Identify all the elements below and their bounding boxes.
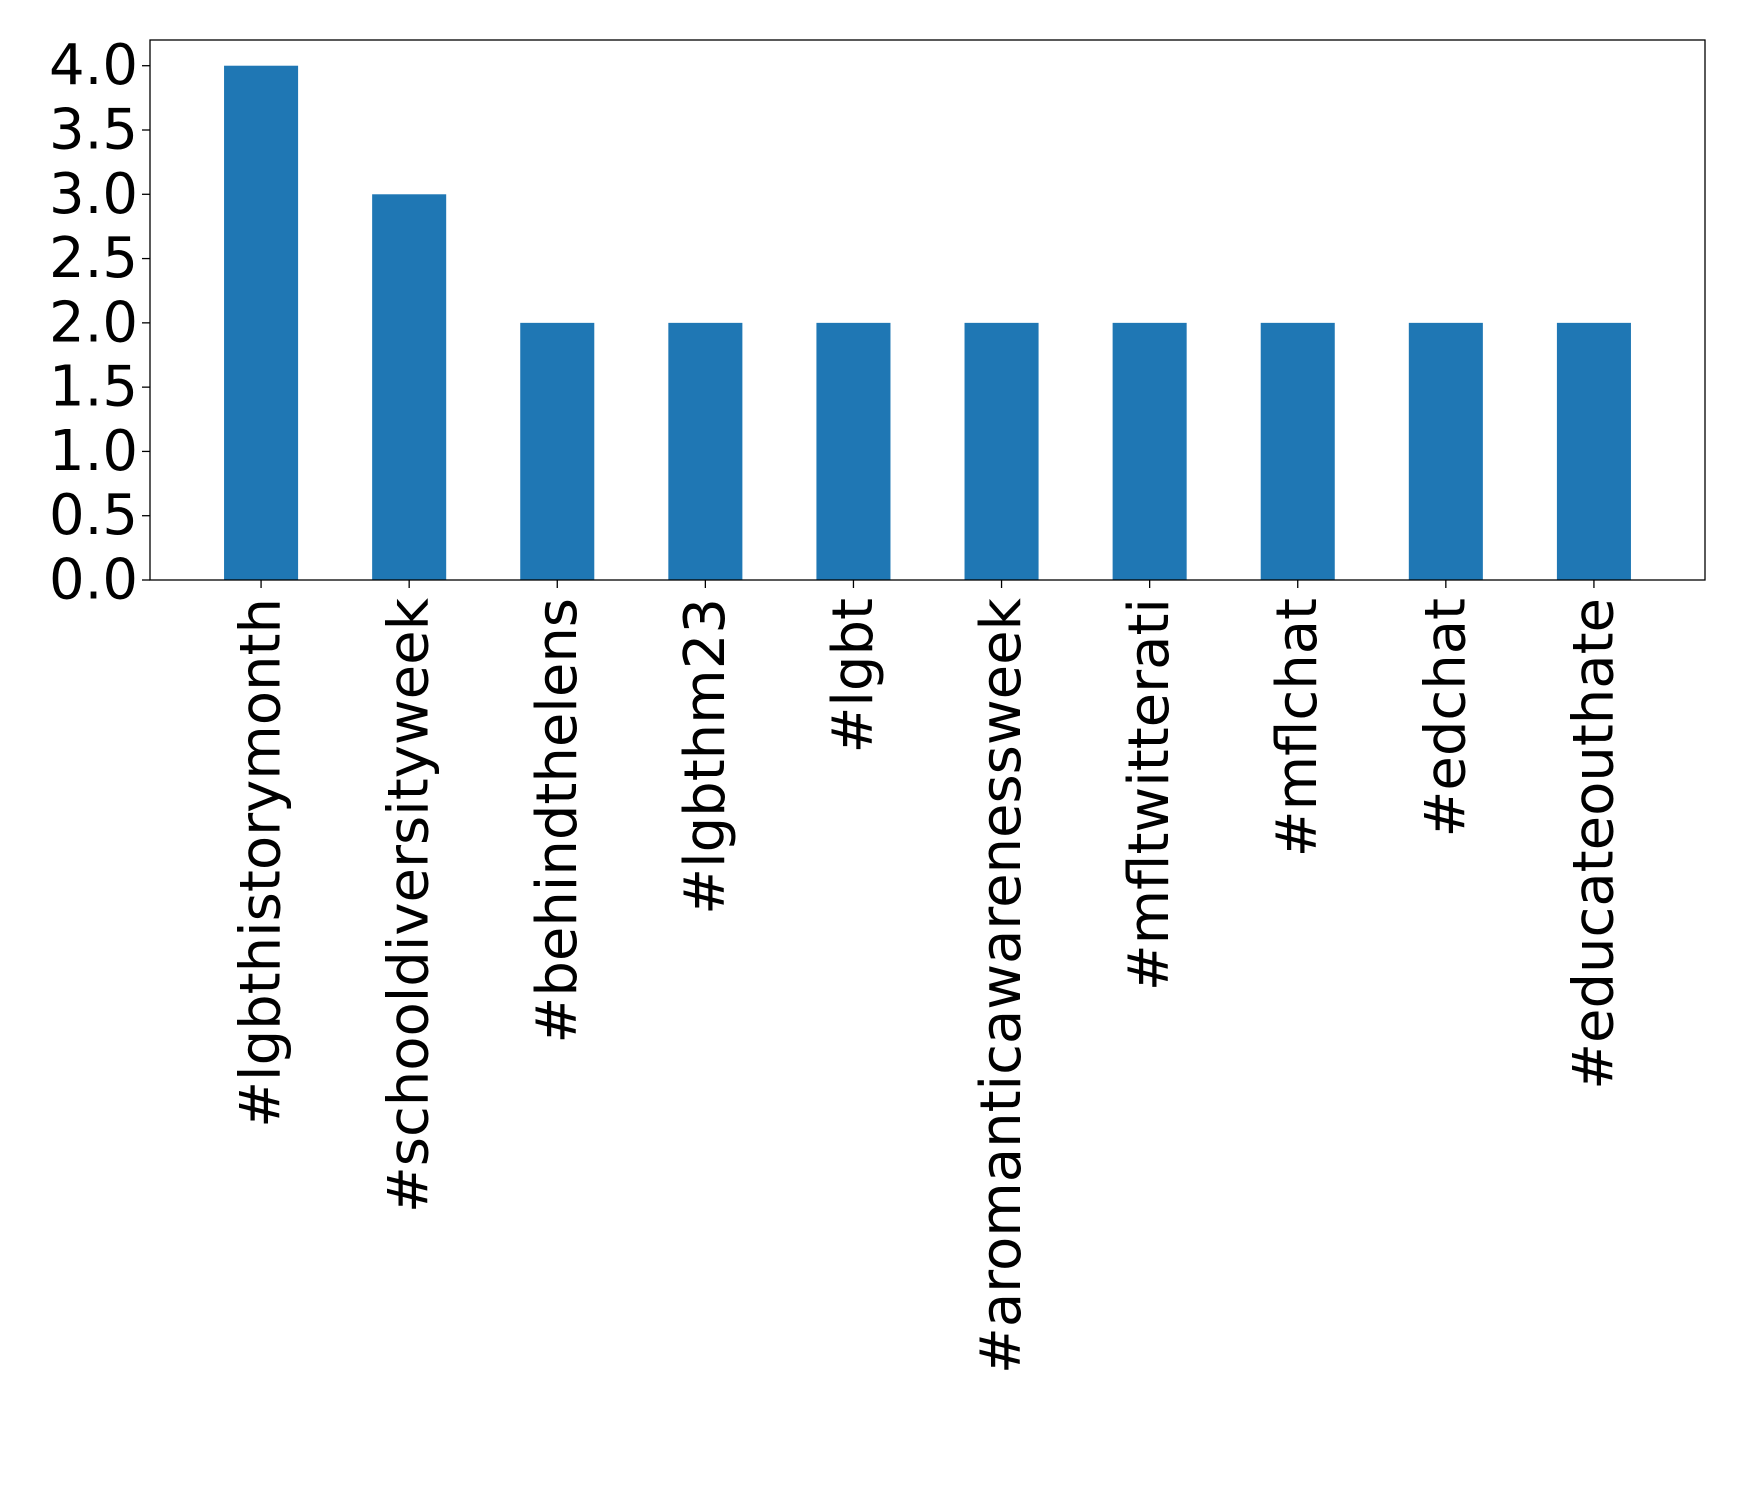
x-tick-label-2: #behindthelens [525, 598, 590, 1044]
bar-0 [224, 65, 299, 580]
x-axis: #lgbthistorymonth #schooldiversityweek #be… [229, 580, 1626, 1374]
plot-frame [149, 39, 1706, 581]
y-tick-label-8: 4.0 [49, 33, 138, 98]
y-tick-label-7: 3.5 [49, 98, 138, 163]
x-tick-label-0: #lgbthistorymonth [229, 598, 294, 1128]
x-tick-label-3: #lgbthm23 [673, 598, 738, 915]
y-tick-label-0: 0.0 [49, 548, 138, 613]
bar-8 [1408, 322, 1483, 580]
y-tick-label-3: 1.5 [49, 355, 138, 420]
bar-3 [668, 322, 743, 580]
bar-9 [1556, 322, 1631, 580]
bar-5 [964, 322, 1039, 580]
x-tick-label-8: #edchat [1413, 598, 1478, 837]
bar-1 [372, 194, 447, 581]
bar-4 [816, 322, 891, 580]
x-tick-label-4: #lgbt [821, 598, 886, 754]
x-tick-label-1: #schooldiversityweek [377, 597, 442, 1213]
x-tick-label-9: #educateouthate [1561, 598, 1626, 1090]
x-tick-label-5: #aromanticawarenessweek [969, 597, 1034, 1374]
y-tick-label-6: 3.0 [49, 162, 138, 227]
y-tick-label-4: 2.0 [49, 290, 138, 355]
bar-2 [520, 322, 595, 580]
y-tick-label-2: 1.0 [49, 419, 138, 484]
y-tick-label-1: 0.5 [49, 483, 138, 548]
y-axis: 0.00.51.01.52.02.53.03.54.0 [49, 33, 150, 613]
y-tick-label-5: 2.5 [49, 226, 138, 291]
x-tick-label-7: #mflchat [1265, 598, 1330, 857]
bars-group [224, 65, 1631, 581]
bar-6 [1112, 322, 1187, 580]
bar-7 [1260, 322, 1335, 580]
x-tick-label-6: #mfltwitterati [1117, 598, 1182, 991]
